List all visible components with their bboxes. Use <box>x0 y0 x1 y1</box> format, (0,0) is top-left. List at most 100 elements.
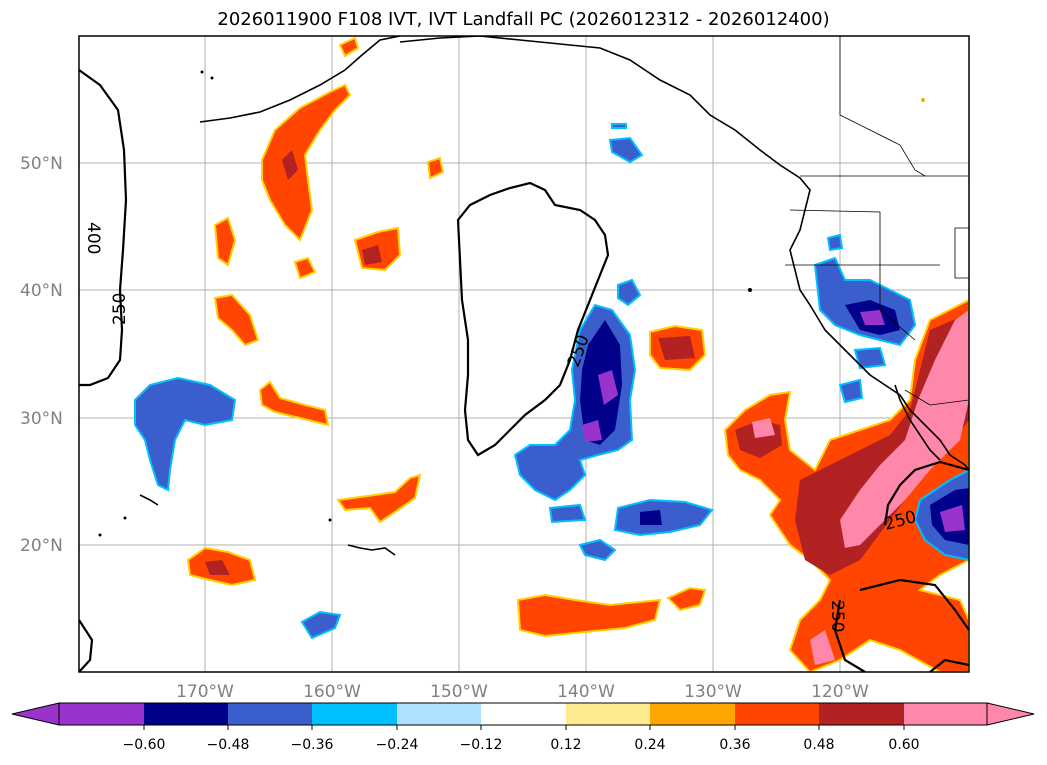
latitude-labels: 50°N 40°N 30°N 20°N <box>20 154 63 556</box>
neg-peak-central1 <box>598 370 618 405</box>
pos-core-mid <box>362 245 382 265</box>
colorbar-bin <box>819 703 904 725</box>
lat-label-50n: 50°N <box>20 154 63 174</box>
pos-region-small2 <box>426 156 445 180</box>
coast-hawaii <box>347 544 396 556</box>
pos-core-central <box>658 336 695 360</box>
borders <box>785 36 969 406</box>
island <box>921 98 925 102</box>
pos-peak-plume1 <box>752 418 775 438</box>
coast-aleutians <box>199 36 401 123</box>
island <box>748 288 752 292</box>
neg-region-coast3 <box>838 378 864 404</box>
lon-label-120w: 120°W <box>811 682 869 702</box>
pos-region-sw1 <box>213 216 237 267</box>
neg-region-coast4 <box>826 233 844 252</box>
colorbar-extend-high <box>986 702 1035 726</box>
colorbar: −0.60 −0.48 −0.36 −0.24 −0.12 0.12 0.24 … <box>11 702 1035 753</box>
pos-peak-plume <box>840 310 969 548</box>
colorbar-bin <box>650 703 735 725</box>
coast-island1 <box>139 494 159 506</box>
neg-region-small2 <box>548 503 587 524</box>
contour-250-south2 <box>859 578 969 631</box>
contour-label-400: 400 <box>83 222 103 254</box>
contour-label-250-south: 250 <box>827 600 847 632</box>
lon-label-150w: 150°W <box>430 682 488 702</box>
border-state1 <box>789 209 940 266</box>
contour-se <box>929 658 969 672</box>
map-frame <box>78 35 970 673</box>
lat-label-20n: 20°N <box>20 536 63 556</box>
contour-labels: 400 250 250 250 250 <box>83 222 919 632</box>
pos-region-sw3 <box>258 380 330 427</box>
colorbar-bin <box>904 703 987 725</box>
coast-north-america <box>399 36 969 471</box>
contour-250-south <box>833 599 866 672</box>
colorbar-tick-label: −0.12 <box>460 737 503 753</box>
colorbar-tick-label: −0.48 <box>207 737 250 753</box>
neg-region-north <box>608 136 644 164</box>
border-us-mexico <box>904 389 969 406</box>
pos-region-aleutian <box>261 83 352 242</box>
border-alaska <box>839 36 926 177</box>
contour-label-250-west: 250 <box>110 293 130 325</box>
positive-ivt-regions <box>186 36 969 672</box>
colorbar-tick-labels: −0.60 −0.48 −0.36 −0.24 −0.12 0.12 0.24 … <box>123 737 920 753</box>
colorbar-tick-label: −0.24 <box>376 737 419 753</box>
border-state4 <box>954 227 969 279</box>
colorbar-bin <box>228 703 312 725</box>
contour-sw <box>79 619 94 672</box>
contour-250-center <box>456 181 610 457</box>
colorbar-bin <box>566 703 650 725</box>
contour-250-west <box>79 69 128 387</box>
colorbar-bin <box>312 703 397 725</box>
lat-label-30n: 30°N <box>20 409 63 429</box>
colorbar-tick-label: 0.60 <box>888 737 919 753</box>
pos-peak-south <box>810 630 835 665</box>
colorbar-bin <box>481 703 566 725</box>
colorbar-extend-low <box>11 702 60 726</box>
pos-region-small1 <box>293 256 317 280</box>
colorbar-tick-marks <box>143 725 905 730</box>
longitude-labels: 170°W 160°W 150°W 140°W 130°W 120°W <box>176 682 869 702</box>
neg-region-west <box>134 376 237 492</box>
coast-baja <box>894 384 941 461</box>
pos-region-sw2 <box>213 293 260 347</box>
lon-label-140w: 140°W <box>557 682 615 702</box>
islands <box>98 70 925 537</box>
contour-250-east <box>883 460 969 526</box>
neg-region-east <box>613 498 714 537</box>
map-title: 2026011900 F108 IVT, IVT Landfall PC (20… <box>217 9 830 30</box>
neg-region-coast2 <box>853 346 887 370</box>
neg-peak-se <box>940 505 965 532</box>
pos-region-hawaii <box>336 473 422 524</box>
island <box>200 70 204 74</box>
neg-core-east <box>640 510 662 525</box>
lat-label-40n: 40°N <box>20 281 63 301</box>
colorbar-tick-label: 0.36 <box>719 737 750 753</box>
colorbar-bin <box>397 703 481 725</box>
neg-region-south <box>300 610 342 640</box>
neg-peak-central2 <box>582 420 602 442</box>
island <box>328 518 332 522</box>
pos-region-south2 <box>516 593 662 638</box>
border-state3 <box>879 265 916 341</box>
coastlines <box>139 36 969 556</box>
neg-region-small1 <box>617 278 642 307</box>
pos-core-aleutian <box>282 150 298 180</box>
pos-region-top <box>338 36 360 58</box>
lon-label-130w: 130°W <box>684 682 742 702</box>
colorbar-bin <box>735 703 819 725</box>
colorbar-bin <box>59 703 144 725</box>
lon-label-170w: 170°W <box>176 682 234 702</box>
ivt-contours <box>79 69 969 672</box>
colorbar-frame <box>58 702 988 726</box>
colorbar-tick-label: −0.36 <box>291 737 334 753</box>
island <box>123 516 127 520</box>
lon-label-160w: 160°W <box>303 682 361 702</box>
colorbar-tick-label: −0.60 <box>123 737 166 753</box>
neg-region-north2 <box>611 123 627 129</box>
island <box>98 533 102 537</box>
colorbar-tick-label: 0.48 <box>803 737 834 753</box>
